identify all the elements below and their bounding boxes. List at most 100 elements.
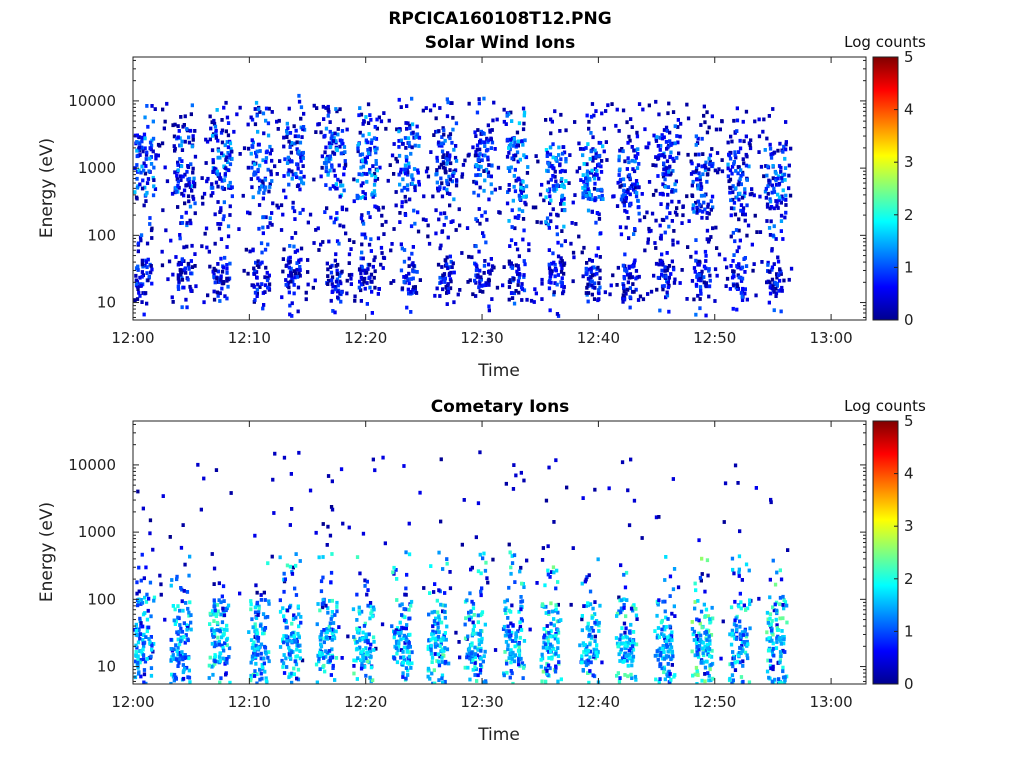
- spectrogram-cell: [480, 636, 484, 641]
- spectrogram-cell: [486, 170, 491, 175]
- spectrogram-cell: [392, 172, 396, 176]
- spectrogram-cell: [475, 631, 479, 636]
- spectrogram-cell: [364, 656, 368, 660]
- spectrogram-cell: [261, 631, 265, 636]
- spectrogram-cell: [599, 170, 604, 174]
- spectrogram-cell: [314, 662, 319, 667]
- spectrogram-cell: [582, 604, 586, 608]
- spectrogram-cell: [617, 609, 621, 614]
- spectrogram-cell: [544, 220, 548, 224]
- spectrogram-cell: [205, 139, 210, 144]
- spectrogram-cell: [317, 657, 321, 661]
- spectrogram-cell: [702, 653, 706, 658]
- spectrogram-cell: [176, 615, 180, 620]
- spectrogram-cell: [215, 108, 219, 112]
- spectrogram-cell: [406, 172, 410, 177]
- spectrogram-cell: [381, 205, 385, 210]
- spectrogram-cell: [546, 544, 550, 549]
- spectrogram-cell: [633, 258, 637, 263]
- spectrogram-cell: [439, 620, 444, 625]
- spectrogram-cell: [775, 283, 779, 288]
- spectrogram-cell: [297, 152, 301, 156]
- spectrogram-cell: [583, 648, 588, 652]
- spectrogram-cell: [560, 177, 564, 181]
- spectrogram-cell: [734, 616, 738, 621]
- spectrogram-cell: [552, 292, 556, 297]
- spectrogram-cell: [446, 266, 450, 271]
- spectrogram-cell: [147, 637, 151, 641]
- spectrogram-cell: [379, 119, 384, 124]
- spectrogram-cell: [678, 134, 682, 139]
- spectrogram-cell: [181, 670, 185, 675]
- spectrogram-cell: [432, 103, 436, 108]
- spectrogram-cell: [478, 281, 482, 286]
- spectrogram-cell: [407, 650, 411, 654]
- spectrogram-cell: [563, 169, 567, 174]
- spectrogram-cell: [441, 141, 446, 146]
- spectrogram-cell: [147, 275, 151, 279]
- colorbar-tick-label: 3: [904, 153, 914, 171]
- spectrogram-cell: [600, 193, 604, 198]
- spectrogram-cell: [261, 196, 265, 201]
- spectrogram-cell: [445, 181, 449, 185]
- spectrogram-cell: [594, 109, 598, 113]
- spectrogram-cell: [287, 139, 291, 144]
- spectrogram-cell: [593, 487, 597, 492]
- spectrogram-cell: [469, 651, 474, 656]
- spectrogram-cell: [322, 640, 326, 645]
- spectrogram-cell: [441, 609, 445, 614]
- spectrogram-cell: [226, 160, 230, 164]
- spectrogram-cell: [703, 679, 707, 684]
- spectrogram-cell: [262, 656, 266, 661]
- spectrogram-cell: [659, 259, 663, 264]
- spectrogram-cell: [597, 281, 601, 285]
- spectrogram-cell: [762, 174, 766, 179]
- spectrogram-cell: [669, 150, 673, 155]
- spectrogram-cell: [258, 187, 262, 192]
- spectrogram-cell: [314, 530, 318, 535]
- spectrogram-cell: [434, 630, 438, 635]
- spectrogram-cell: [474, 262, 478, 267]
- spectrogram-cell: [396, 648, 400, 653]
- spectrogram-cell: [764, 195, 768, 200]
- spectrogram-cell: [150, 647, 154, 652]
- spectrogram-cell: [140, 186, 145, 191]
- spectrogram-cell: [479, 640, 484, 644]
- spectrogram-cell: [301, 127, 305, 132]
- spectrogram-cell: [508, 675, 512, 680]
- spectrogram-cell: [285, 563, 290, 568]
- spectrogram-cell: [220, 185, 224, 190]
- spectrogram-cell: [220, 643, 224, 648]
- spectrogram-cell: [208, 137, 212, 142]
- spectrogram-cell: [755, 230, 759, 234]
- spectrogram-cell: [696, 183, 700, 188]
- spectrogram-cell: [257, 604, 261, 609]
- spectrogram-cell: [714, 127, 719, 132]
- spectrogram-cell: [371, 678, 375, 683]
- spectrogram-cell: [667, 224, 671, 229]
- spectrogram-cell: [403, 136, 408, 140]
- spectrogram-cell: [334, 217, 338, 222]
- spectrogram-cell: [373, 175, 378, 179]
- spectrogram-cell: [507, 542, 511, 547]
- spectrogram-cell: [228, 153, 232, 158]
- spectrogram-cell: [143, 136, 147, 141]
- spectrogram-cell: [468, 591, 472, 596]
- spectrogram-cell: [185, 305, 189, 310]
- spectrogram-cell: [443, 276, 447, 281]
- spectrogram-cell: [431, 681, 435, 684]
- spectrogram-cell: [212, 266, 216, 271]
- spectrogram-cell: [734, 169, 738, 173]
- spectrogram-cell: [729, 198, 733, 203]
- spectrogram-cell: [699, 187, 703, 191]
- spectrogram-cell: [691, 206, 695, 211]
- spectrogram-cell: [145, 190, 149, 195]
- spectrogram-cell: [320, 629, 324, 634]
- spectrogram-cell: [665, 642, 669, 647]
- spectrogram-cell: [670, 219, 674, 223]
- spectrogram-cell: [517, 653, 522, 658]
- spectrogram-cell: [288, 638, 292, 643]
- spectrogram-cell: [737, 570, 741, 575]
- spectrogram-cell: [656, 144, 660, 148]
- spectrogram-cell: [445, 153, 450, 158]
